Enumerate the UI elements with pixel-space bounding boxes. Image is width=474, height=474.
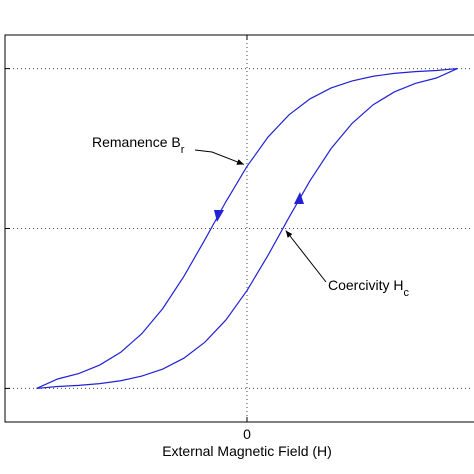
annotation-subscript: r [181, 144, 185, 156]
loop-branch [36, 67, 458, 389]
annotation: Remanence Br [92, 134, 185, 156]
annotation-arrow [194, 149, 245, 165]
direction-arrow [294, 192, 304, 204]
loop-branch [36, 68, 458, 390]
x-axis-label: External Magnetic Field (H) [162, 443, 332, 459]
annotation-arrow [285, 230, 327, 283]
axes-frame [4, 34, 474, 423]
annotation-subscript: c [403, 287, 409, 299]
x-tick-label: 0 [243, 426, 251, 442]
direction-arrow [214, 210, 224, 222]
annotation: Coercivity Hc [328, 277, 409, 299]
annotation-text: Coercivity H [328, 277, 403, 293]
annotation-text: Remanence B [92, 134, 181, 150]
